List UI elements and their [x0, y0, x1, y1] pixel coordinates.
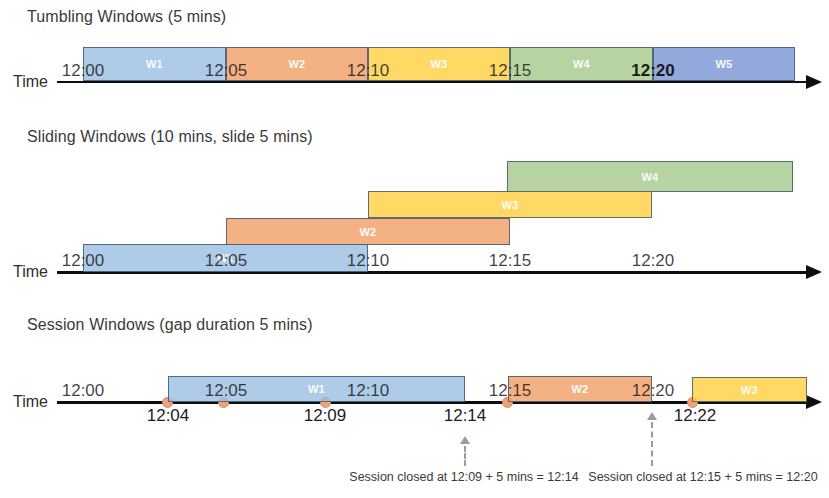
arrow-up-icon — [460, 436, 470, 444]
tick-label: 12:15 — [480, 252, 540, 270]
tick-label: 12:05 — [196, 382, 256, 400]
session-axis-label: Time — [13, 393, 48, 411]
window-label: W2 — [571, 383, 588, 395]
sliding-window-box: W2 — [226, 218, 510, 245]
event-time-label: 12:09 — [290, 407, 360, 425]
tick-label: 12:20 — [623, 252, 683, 270]
sliding-section-title: Sliding Windows (10 mins, slide 5 mins) — [27, 128, 313, 146]
dashed-pointer-line — [651, 422, 653, 466]
session-close-annotation: Session closed at 12:09 + 5 mins = 12:14 — [344, 470, 584, 484]
tick-label: 12:00 — [53, 382, 113, 400]
arrow-up-icon — [647, 412, 657, 420]
session-section-title: Session Windows (gap duration 5 mins) — [27, 316, 313, 334]
tumbling-time-axis — [57, 81, 812, 83]
window-label: W3 — [741, 384, 758, 396]
tick-label: 12:15 — [480, 382, 540, 400]
window-label: W4 — [573, 58, 590, 70]
tumbling-axis-label: Time — [13, 73, 48, 91]
tick-label: 12:15 — [480, 62, 540, 80]
windowing-diagram: Tumbling Windows (5 mins) Time W1 W2 W3 … — [0, 0, 829, 498]
session-close-annotation: Session closed at 12:15 + 5 mins = 12:20 — [583, 470, 823, 484]
tick-label: 12:10 — [338, 62, 398, 80]
tick-label: 12:10 — [338, 382, 398, 400]
tumbling-section-title: Tumbling Windows (5 mins) — [27, 8, 226, 26]
tick-label: 12:20 — [623, 62, 683, 80]
window-label: W2 — [359, 226, 376, 238]
sliding-axis-arrowhead-icon — [806, 265, 822, 279]
session-axis-arrowhead-icon — [806, 395, 822, 409]
sliding-window-box: W3 — [368, 191, 652, 218]
window-label: W5 — [715, 58, 732, 70]
tick-label: 12:05 — [196, 62, 256, 80]
window-label: W3 — [501, 199, 518, 211]
sliding-axis-label: Time — [13, 263, 48, 281]
event-time-label: 12:04 — [133, 407, 203, 425]
session-window-box: W3 — [692, 377, 807, 402]
window-label: W3 — [430, 58, 447, 70]
event-time-label: 12:22 — [660, 407, 730, 425]
window-label: W4 — [641, 171, 658, 183]
window-label: W1 — [308, 383, 325, 395]
tick-label: 12:20 — [623, 382, 683, 400]
window-label: W2 — [288, 58, 305, 70]
tick-label: 12:00 — [53, 252, 113, 270]
tick-label: 12:05 — [196, 252, 256, 270]
window-label: W1 — [146, 58, 163, 70]
tick-label: 12:10 — [338, 252, 398, 270]
event-time-label: 12:14 — [430, 407, 500, 425]
tick-label: 12:00 — [53, 62, 113, 80]
sliding-window-box: W4 — [507, 161, 793, 192]
dashed-pointer-line — [464, 446, 466, 466]
tumbling-axis-arrowhead-icon — [806, 75, 822, 89]
